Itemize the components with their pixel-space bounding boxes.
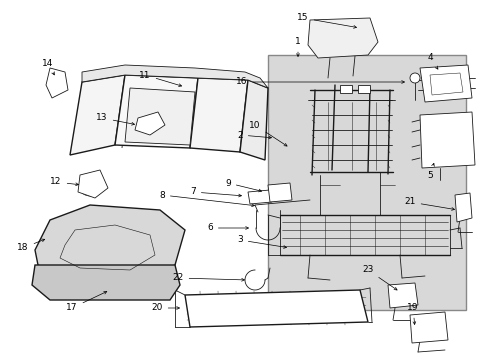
- Text: 11: 11: [139, 71, 181, 86]
- Circle shape: [409, 73, 419, 83]
- Text: 17: 17: [66, 292, 106, 312]
- Polygon shape: [419, 112, 474, 168]
- Text: 8: 8: [159, 190, 254, 207]
- Polygon shape: [419, 65, 471, 102]
- Polygon shape: [115, 75, 198, 148]
- Polygon shape: [267, 183, 291, 202]
- Polygon shape: [78, 170, 108, 198]
- Polygon shape: [32, 265, 180, 300]
- Text: 4: 4: [427, 54, 437, 69]
- Polygon shape: [125, 88, 195, 145]
- Text: 2: 2: [237, 130, 271, 139]
- Polygon shape: [46, 68, 68, 98]
- Text: 1: 1: [295, 37, 300, 57]
- Text: 5: 5: [426, 163, 433, 180]
- Text: 18: 18: [17, 239, 44, 252]
- Text: 21: 21: [404, 198, 453, 210]
- Text: 22: 22: [172, 274, 244, 283]
- Text: 19: 19: [407, 303, 418, 324]
- Polygon shape: [135, 112, 164, 135]
- Polygon shape: [307, 18, 377, 58]
- Text: 6: 6: [207, 224, 248, 233]
- Text: 16: 16: [236, 77, 404, 86]
- Text: 15: 15: [297, 13, 356, 28]
- Polygon shape: [240, 80, 267, 160]
- Polygon shape: [247, 190, 271, 204]
- Text: 7: 7: [190, 188, 241, 197]
- Bar: [357, 85, 369, 93]
- Text: 10: 10: [249, 121, 286, 146]
- Polygon shape: [387, 283, 417, 308]
- Polygon shape: [82, 65, 267, 88]
- Bar: [267, 55, 465, 310]
- Text: 20: 20: [151, 303, 179, 312]
- Polygon shape: [454, 193, 471, 222]
- Text: 14: 14: [42, 58, 54, 75]
- Text: 9: 9: [224, 179, 261, 192]
- Polygon shape: [409, 312, 447, 343]
- Bar: [339, 85, 351, 93]
- Text: 13: 13: [96, 113, 134, 125]
- Polygon shape: [184, 290, 367, 327]
- Polygon shape: [190, 78, 247, 152]
- Text: 23: 23: [362, 266, 396, 290]
- Polygon shape: [35, 205, 184, 280]
- Polygon shape: [70, 75, 125, 155]
- Text: 3: 3: [237, 235, 286, 248]
- Text: 12: 12: [50, 177, 78, 186]
